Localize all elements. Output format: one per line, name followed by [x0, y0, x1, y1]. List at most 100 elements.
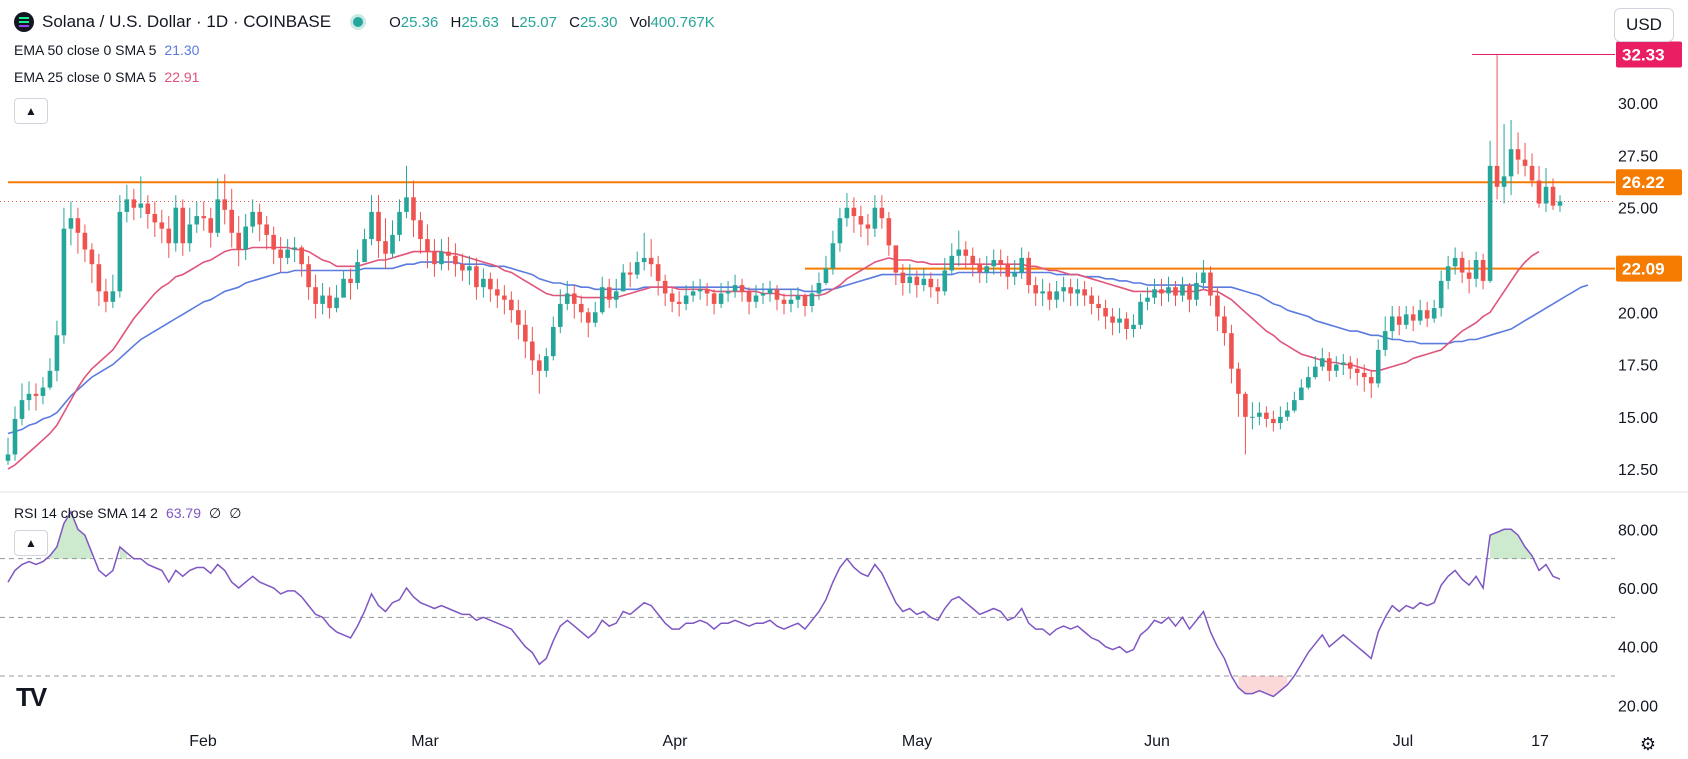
- rsi-extra-1: ∅: [209, 505, 222, 521]
- candle: [215, 199, 221, 233]
- candle: [837, 218, 843, 244]
- candle: [865, 224, 871, 229]
- candle: [606, 287, 612, 300]
- candle: [1313, 366, 1318, 378]
- chevron-up-icon: ▲: [25, 104, 37, 118]
- candle: [1515, 149, 1521, 160]
- candle: [739, 285, 745, 292]
- candle: [299, 247, 304, 265]
- candle: [886, 218, 892, 246]
- candle: [1047, 291, 1052, 300]
- candle: [313, 287, 318, 304]
- ema50-value: 21.30: [164, 42, 200, 58]
- candle: [1208, 272, 1213, 296]
- candle: [662, 280, 668, 294]
- candle: [327, 295, 332, 309]
- tradingview-logo[interactable]: TV: [16, 682, 47, 712]
- candle: [1019, 257, 1024, 273]
- candle: [1264, 412, 1269, 419]
- rsi-legend[interactable]: RSI 14 close SMA 14 2 63.79 ∅ ∅: [14, 505, 241, 522]
- candle: [1026, 257, 1031, 286]
- candle: [914, 276, 920, 286]
- candle: [858, 216, 864, 225]
- price-label-box: [1616, 41, 1682, 68]
- candle: [411, 197, 416, 221]
- candle: [369, 211, 374, 240]
- symbol-title[interactable]: Solana / U.S. Dollar · 1D · COINBASE: [42, 12, 332, 31]
- candle: [1236, 368, 1241, 394]
- candles-group: [5, 55, 1563, 465]
- candle: [1257, 412, 1262, 417]
- candle: [998, 260, 1004, 265]
- ema50-legend[interactable]: EMA 50 close 0 SMA 5 21.30: [14, 42, 199, 58]
- collapse-indicators-button[interactable]: ▲: [14, 98, 48, 124]
- candle: [201, 216, 207, 219]
- candle: [1138, 301, 1143, 325]
- candle: [425, 239, 430, 252]
- candle: [138, 203, 144, 208]
- candle: [746, 291, 752, 302]
- candle: [578, 303, 584, 313]
- candle: [194, 216, 200, 225]
- candle: [1187, 285, 1192, 300]
- candle: [1410, 314, 1416, 321]
- candle: [879, 207, 885, 219]
- candle: [816, 283, 822, 294]
- high-value: 25.63: [461, 13, 499, 31]
- rsi-zone-fill: [119, 546, 127, 559]
- candle: [1012, 272, 1018, 277]
- candle: [446, 251, 451, 256]
- candle: [550, 326, 556, 357]
- time-tick-label: Jul: [1393, 733, 1413, 750]
- candle: [1529, 165, 1535, 181]
- candle: [537, 360, 542, 371]
- candle: [54, 335, 60, 371]
- candle: [320, 295, 325, 304]
- candle: [1096, 303, 1101, 309]
- candle: [271, 234, 276, 250]
- time-tick-label: Jun: [1144, 733, 1170, 750]
- candle: [1445, 266, 1451, 281]
- collapse-rsi-button[interactable]: ▲: [14, 530, 48, 556]
- time-tick-label: Mar: [411, 733, 439, 750]
- candle: [970, 255, 976, 265]
- price-label-text: 22.09: [1622, 260, 1665, 279]
- candle: [516, 310, 521, 325]
- candle: [1124, 318, 1129, 329]
- candle: [1033, 285, 1038, 294]
- close-key: C: [569, 13, 580, 31]
- candle: [348, 278, 353, 283]
- candle: [1201, 272, 1206, 283]
- candle: [732, 285, 738, 292]
- candle: [1131, 324, 1136, 329]
- currency-button[interactable]: USD: [1614, 8, 1674, 42]
- candle: [1550, 186, 1556, 206]
- candle: [306, 264, 311, 288]
- price-tick-label: 20.00: [1618, 305, 1658, 322]
- candle: [439, 251, 444, 265]
- candle: [893, 245, 899, 273]
- volume-value: 400.767K: [650, 13, 715, 31]
- candle: [690, 291, 696, 296]
- rsi-tick-label: 80.00: [1618, 522, 1658, 539]
- candle: [1285, 410, 1290, 417]
- price-tick-label: 30.00: [1618, 96, 1658, 113]
- gear-icon[interactable]: ⚙: [1639, 734, 1656, 754]
- candle: [264, 224, 269, 235]
- ema25-legend[interactable]: EMA 25 close 0 SMA 5 22.91: [14, 69, 199, 85]
- candle: [481, 278, 486, 288]
- candle: [173, 207, 179, 244]
- candle: [1382, 331, 1388, 350]
- candle: [509, 299, 514, 311]
- candle: [1222, 316, 1227, 334]
- candle: [124, 199, 130, 212]
- candle: [1340, 362, 1346, 365]
- solana-logo-icon: [14, 12, 34, 32]
- candle: [488, 278, 493, 290]
- candle: [1250, 416, 1255, 418]
- candle: [1271, 418, 1276, 424]
- candle: [1278, 416, 1283, 424]
- candle: [110, 291, 116, 302]
- candle: [655, 264, 661, 281]
